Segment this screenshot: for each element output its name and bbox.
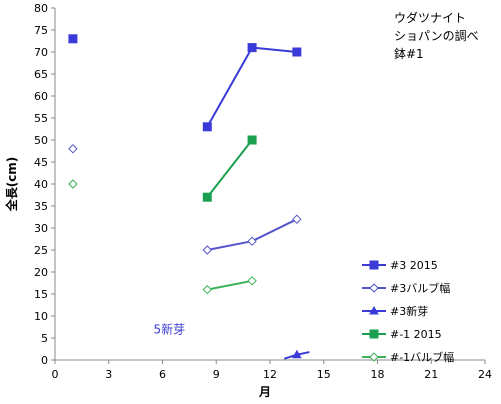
- data-point: [292, 214, 302, 224]
- data-point: [202, 192, 212, 202]
- legend-item: #3バルブ幅: [362, 281, 450, 295]
- series-line: [206, 139, 253, 198]
- x-ticks: 0 3 6 9 12 15 18 21 24: [52, 360, 492, 381]
- plot-area: [68, 34, 310, 360]
- title-line: 鉢#1: [394, 47, 424, 61]
- y-tick-label: 55: [34, 112, 48, 125]
- data-point: [292, 349, 302, 359]
- legend-item: #-1 2015: [362, 328, 442, 341]
- y-tick-label: 35: [34, 200, 48, 213]
- series-4: [68, 179, 257, 295]
- series-line: [207, 279, 253, 291]
- data-point: [68, 144, 78, 154]
- y-tick-label: 50: [34, 134, 48, 147]
- data-point: [247, 276, 257, 286]
- x-axis-label: 月: [258, 385, 271, 399]
- y-tick-label: 20: [34, 266, 48, 279]
- x-tick-label: 21: [424, 368, 438, 381]
- y-tick-label: 75: [34, 24, 48, 37]
- data-point: [202, 122, 212, 132]
- series-3: [202, 135, 257, 202]
- title-line: ウダツナイト: [394, 10, 466, 25]
- legend-marker: [369, 352, 379, 362]
- title-line: ショパンの調べ: [394, 29, 479, 43]
- data-point: [247, 43, 257, 53]
- series-0: [68, 34, 302, 132]
- legend-label: #-1バルブ幅: [390, 350, 454, 364]
- y-tick-label: 15: [34, 288, 48, 301]
- legend: #3 2015 #3バルブ幅 #3新芽 #-1 2015 #-1バルブ幅: [362, 259, 454, 364]
- y-tick-label: 30: [34, 222, 48, 235]
- y-tick-label: 40: [34, 178, 48, 191]
- legend-label: #3 2015: [390, 259, 438, 272]
- annotation-text: 5新芽: [154, 322, 186, 337]
- series-1: [68, 144, 302, 255]
- data-point: [68, 34, 78, 44]
- legend-item: #3新芽: [362, 304, 428, 318]
- y-tick-label: 65: [34, 68, 48, 81]
- x-tick-label: 12: [263, 368, 277, 381]
- y-ticks: 0 5 10 15 20 25 30 35 40 45 50 55 60 65 70 75 80: [34, 2, 55, 367]
- x-tick-label: 3: [105, 368, 112, 381]
- legend-label: #3バルブ幅: [390, 281, 450, 295]
- legend-item: #3 2015: [362, 259, 438, 272]
- y-tick-label: 5: [41, 332, 48, 345]
- data-point: [292, 47, 302, 57]
- y-axis-label: 全長(cm): [4, 157, 19, 213]
- y-tick-label: 0: [41, 354, 48, 367]
- legend-marker: [369, 329, 379, 339]
- legend-marker: [369, 260, 379, 270]
- x-tick-label: 0: [52, 368, 59, 381]
- data-point: [202, 284, 212, 295]
- legend-marker: [369, 305, 379, 315]
- x-tick-label: 15: [317, 368, 331, 381]
- x-tick-label: 24: [478, 368, 492, 381]
- data-point: [68, 179, 78, 189]
- y-tick-label: 45: [34, 156, 48, 169]
- x-tick-label: 18: [371, 368, 385, 381]
- y-tick-label: 70: [34, 46, 48, 59]
- y-tick-label: 60: [34, 90, 48, 103]
- legend-label: #-1 2015: [390, 328, 442, 341]
- legend-label: #3新芽: [390, 304, 428, 318]
- y-tick-label: 25: [34, 244, 48, 257]
- legend-item: #-1バルブ幅: [362, 350, 454, 364]
- y-tick-label: 10: [34, 310, 48, 323]
- legend-marker: [369, 283, 379, 293]
- data-point: [247, 236, 257, 246]
- x-tick-label: 9: [213, 368, 220, 381]
- series-line: [206, 46, 297, 128]
- y-tick-label: 80: [34, 2, 48, 15]
- data-point: [247, 135, 257, 145]
- data-point: [202, 245, 212, 255]
- series-2: [284, 349, 310, 360]
- x-tick-label: 6: [159, 368, 166, 381]
